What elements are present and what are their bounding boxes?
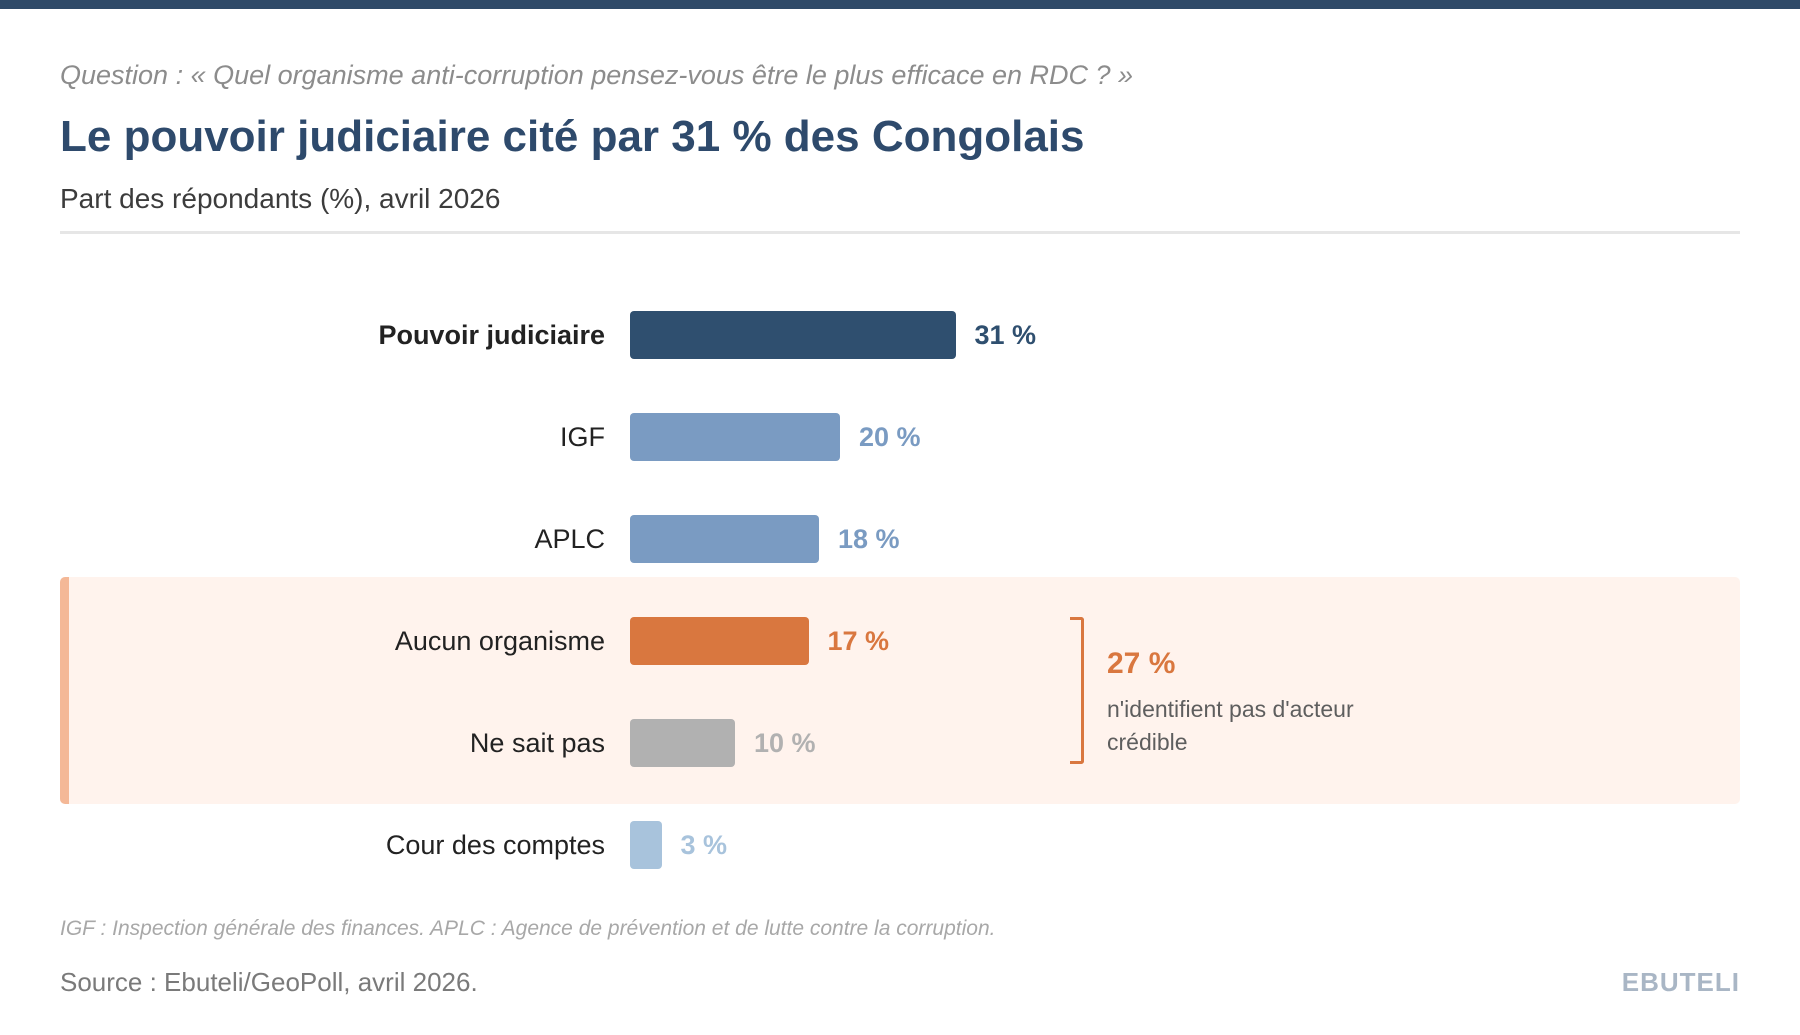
- group-value-label: 27 %: [1107, 647, 1176, 680]
- group-bracket: [1070, 617, 1084, 764]
- chart-question: Question : « Quel organisme anti-corrupt…: [60, 60, 1134, 90]
- bar-igf: [630, 413, 840, 461]
- category-label-aplc: APLC: [534, 524, 605, 554]
- value-label-igf: 20 %: [859, 422, 921, 452]
- value-label-cour-des-comptes: 3 %: [680, 830, 728, 860]
- source-note: Source : Ebuteli/GeoPoll, avril 2026.: [60, 967, 478, 997]
- value-label-pouvoir-judiciaire: 31 %: [974, 320, 1037, 350]
- value-label-ne-sait-pas: 10 %: [754, 728, 816, 758]
- bar-aplc: [630, 515, 819, 563]
- abbreviation-footnote: IGF : Inspection générale des finances. …: [60, 917, 996, 940]
- group-note: n'identifient pas d'acteur crédible: [1107, 696, 1354, 755]
- bar-aucun-organisme: [630, 617, 809, 665]
- highlight-band: [60, 577, 1740, 804]
- chart-subtitle: Part des répondants (%), avril 2026: [60, 183, 501, 214]
- category-label-aucun-organisme: Aucun organisme: [394, 626, 605, 656]
- category-label-igf: IGF: [560, 422, 605, 452]
- header-divider: [60, 231, 1740, 234]
- bar-cour-des-comptes: [630, 821, 662, 869]
- value-label-aplc: 18 %: [838, 524, 900, 554]
- chart-title: Le pouvoir judiciaire cité par 31 % des …: [60, 112, 1085, 161]
- bar-pouvoir-judiciaire: [630, 311, 956, 359]
- category-label-cour-des-comptes: Cour des comptes: [385, 830, 605, 860]
- brand-logo-text: EBUTELI: [1621, 967, 1740, 997]
- highlight-band-edge: [60, 577, 69, 804]
- value-label-aucun-organisme: 17 %: [827, 626, 890, 656]
- top-accent-bar: [0, 0, 1800, 9]
- bar-ne-sait-pas: [630, 719, 735, 767]
- category-label-ne-sait-pas: Ne sait pas: [469, 728, 605, 758]
- category-label-pouvoir-judiciaire: Pouvoir judiciaire: [378, 320, 605, 350]
